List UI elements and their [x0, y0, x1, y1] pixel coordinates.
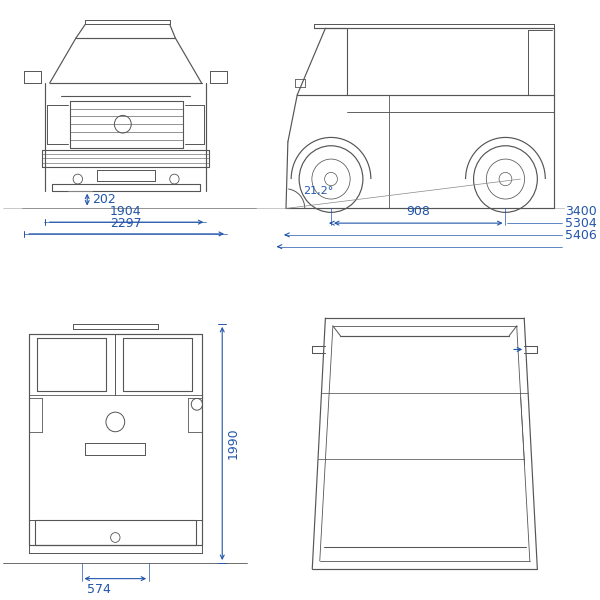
Text: 5406: 5406	[565, 229, 597, 242]
Text: 1904: 1904	[110, 205, 142, 218]
Text: 1990: 1990	[227, 428, 240, 459]
Text: 908: 908	[406, 205, 430, 218]
Text: 3400: 3400	[565, 205, 597, 218]
Text: 21,2°: 21,2°	[303, 186, 333, 196]
Text: 5304: 5304	[565, 217, 597, 230]
Text: 2297: 2297	[110, 217, 142, 230]
Text: 574: 574	[87, 583, 111, 596]
Text: 202: 202	[92, 193, 116, 206]
